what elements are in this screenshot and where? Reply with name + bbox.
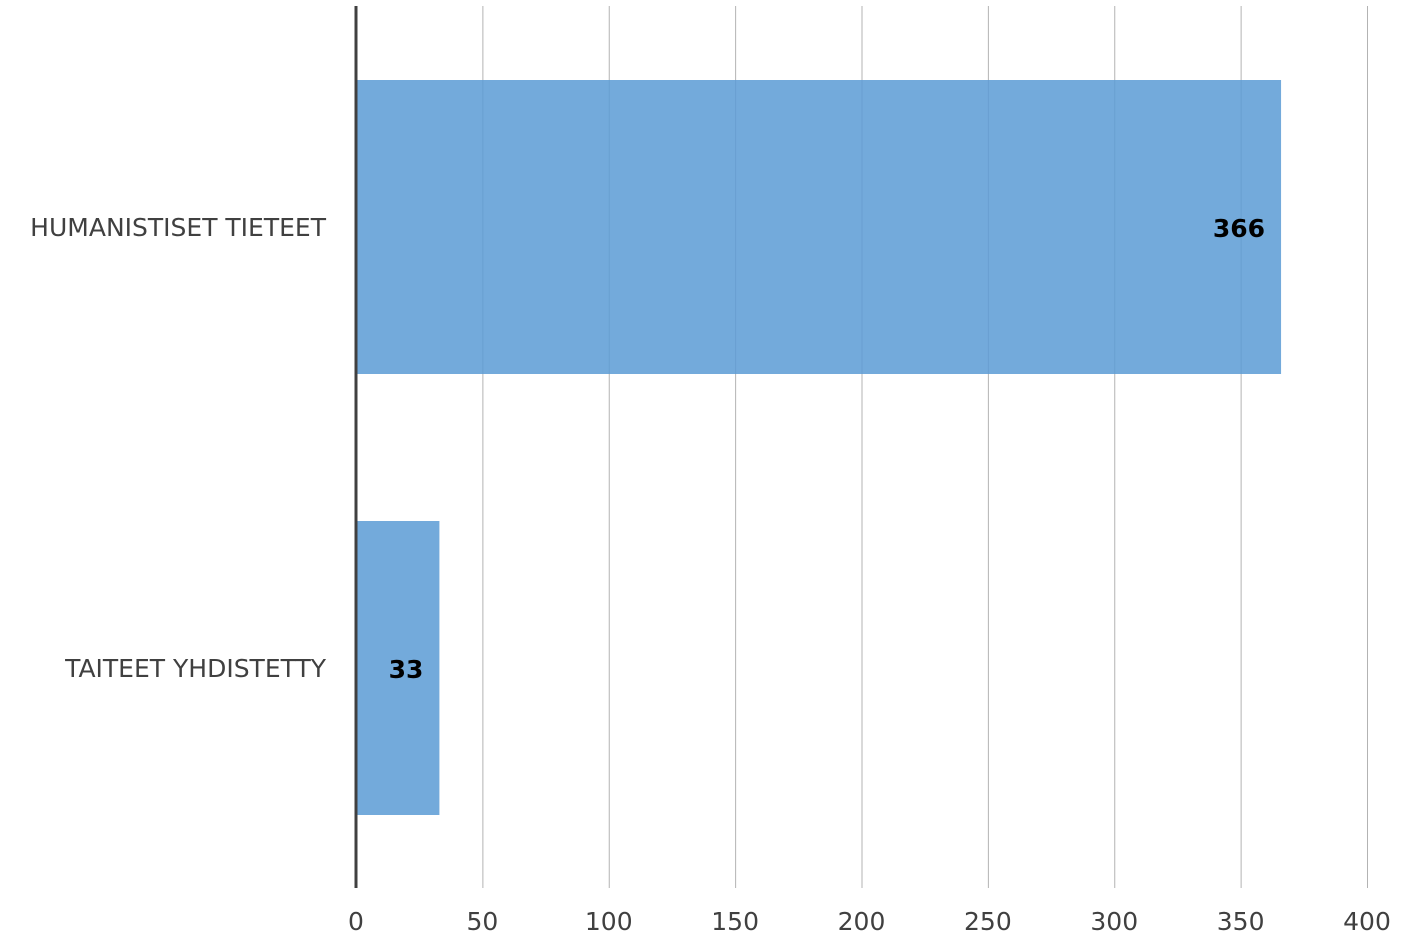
- bar: [356, 80, 1282, 374]
- category-label: TAITEET YHDISTETTY: [64, 654, 327, 683]
- category-label: HUMANISTISET TIETEET: [30, 213, 327, 242]
- tick-label: 50: [466, 907, 498, 936]
- tick-label: 150: [711, 907, 759, 936]
- data-label: 33: [389, 655, 424, 684]
- category-labels: HUMANISTISET TIETEET TAITEET YHDISTETTY: [30, 213, 327, 683]
- bars: [356, 80, 1282, 815]
- tick-label: 300: [1090, 907, 1138, 936]
- data-labels: 366 33: [389, 214, 1265, 684]
- tick-label: 100: [585, 907, 633, 936]
- tick-label: 0: [348, 907, 364, 936]
- tick-label: 350: [1217, 907, 1265, 936]
- tick-label: 400: [1343, 907, 1391, 936]
- value-axis-ticks: 0 50 100 150 200 250 300 350 400: [348, 907, 1391, 936]
- bar: [356, 521, 440, 815]
- tick-label: 200: [838, 907, 886, 936]
- tick-label: 250: [964, 907, 1012, 936]
- data-label: 366: [1213, 214, 1265, 243]
